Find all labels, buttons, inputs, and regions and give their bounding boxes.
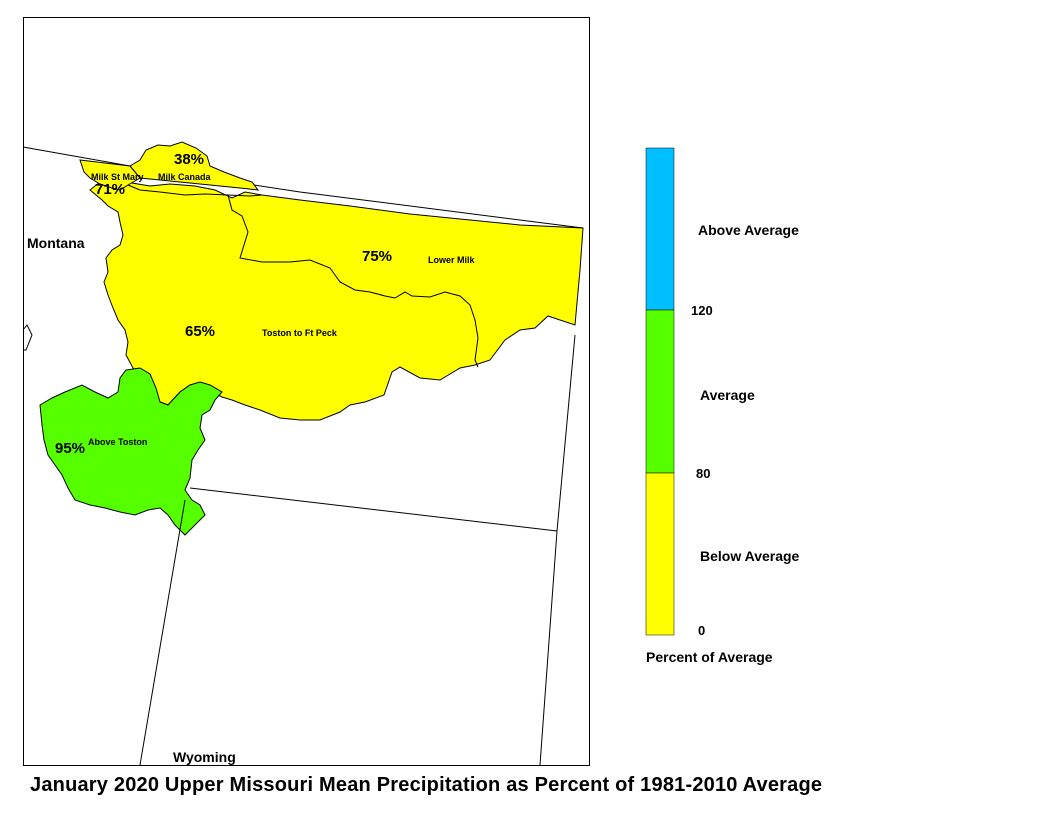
legend-tick-120: 120 [691,303,713,318]
legend-color-bar [645,147,675,636]
legend-label-above-average: Above Average [698,222,799,238]
legend-swatch-above-average [645,147,675,311]
state-border-dakota [539,334,576,766]
legend-label-below-average: Below Average [700,548,800,564]
basin-percent-milk-canada: 38% [174,151,205,168]
basin-milk-st-mary [79,159,141,191]
basin-toston-to-ft-peck [89,177,584,421]
basin-percent-above-toston: 95% [55,440,86,457]
state-border-idaho-wy [139,499,186,766]
basin-name-toston-to-ft-peck: Toston to Ft Peck [262,328,337,338]
basin-percent-milk-st-mary: 71% [95,181,126,198]
basin-percent-toston-to-ft-peck: 65% [185,323,216,340]
basin-divide-lower-milk [227,194,479,368]
legend-swatch-average [645,309,675,474]
basin-milk-canada [129,141,260,191]
state-border-wy-east [189,487,558,532]
state-label-montana: Montana [27,235,85,251]
basin-name-above-toston: Above Toston [88,437,148,447]
basin-percent-lower-milk: 75% [362,248,393,265]
legend-title: Percent of Average [646,649,773,665]
basin-name-milk-canada: Milk Canada [158,172,211,182]
basin-name-lower-milk: Lower Milk [428,255,475,265]
basin-name-milk-st-mary: Milk St Mary [91,172,144,182]
legend-swatch-below-average [645,472,675,636]
legend-label-average: Average [700,387,755,403]
basin-above-toston [39,367,223,536]
legend-tick-80: 80 [696,466,711,481]
state-border-idaho-mt [22,324,33,351]
basin-divide-upper [127,184,263,197]
state-label-wyoming: Wyoming [173,749,236,765]
map-title: January 2020 Upper Missouri Mean Precipi… [30,774,823,796]
map-frame-border [23,17,590,766]
legend-tick-0: 0 [698,623,706,638]
